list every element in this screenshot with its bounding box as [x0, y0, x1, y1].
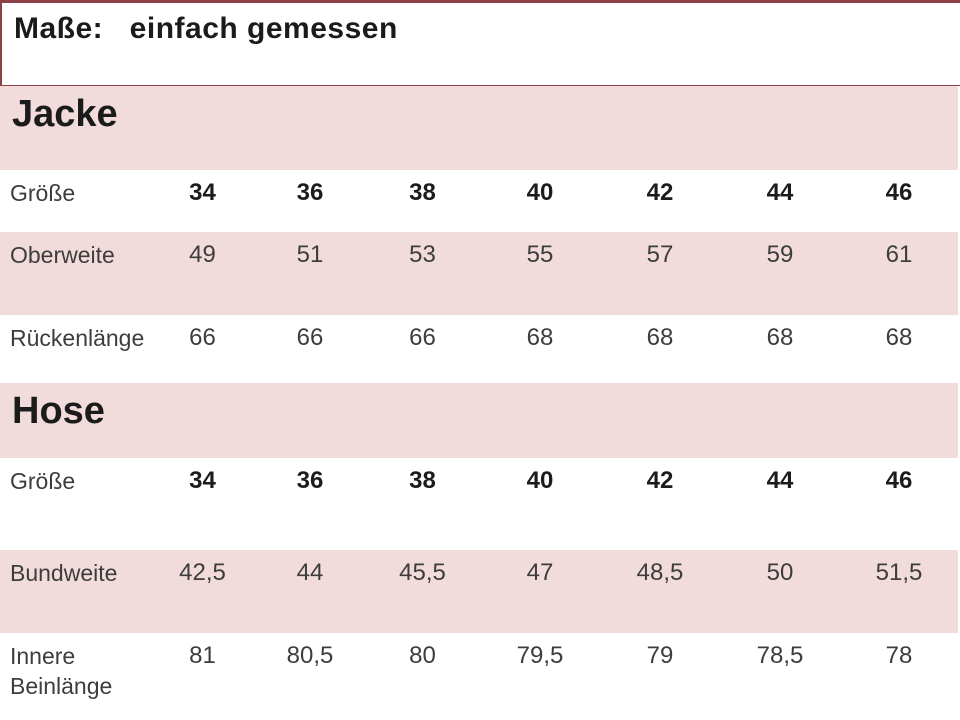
cell-value: 61 [885, 241, 913, 268]
cell-value: 68 [646, 324, 674, 351]
row-label-innere-beinlaenge: Innere Beinlänge [10, 643, 113, 699]
size-value: 44 [766, 179, 794, 206]
section-header-jacke: Jacke [0, 86, 958, 170]
size-value: 40 [526, 467, 554, 494]
cell-value: 80 [409, 642, 436, 669]
row-label-groesse: Größe [10, 468, 76, 494]
cell-value: 78 [885, 642, 913, 669]
row-oberweite: Oberweite 49 51 53 55 57 59 61 [0, 232, 958, 315]
cell-value: 68 [766, 324, 794, 351]
cell-value: 81 [189, 642, 216, 669]
section-title-hose: Hose [12, 390, 105, 432]
cell-value: 51 [296, 241, 324, 268]
cell-value: 47 [526, 559, 554, 586]
page-title: Maße: einfach gemessen [14, 12, 398, 45]
size-value: 36 [296, 179, 324, 206]
row-label-rueckenlaenge: Rückenlänge [10, 325, 145, 351]
cell-value: 48,5 [636, 559, 684, 586]
cell-value: 79,5 [516, 642, 564, 669]
cell-value: 59 [766, 241, 794, 268]
page-title-block: Maße: einfach gemessen [0, 0, 960, 86]
section-title-jacke: Jacke [12, 93, 118, 135]
cell-value: 42,5 [179, 559, 226, 586]
cell-value: 66 [189, 324, 216, 351]
size-value: 38 [409, 179, 436, 206]
jacke-size-row: Größe 34 36 38 40 42 44 46 [0, 170, 958, 232]
hose-table: Größe 34 36 38 40 42 44 46 Bundweite 42,… [0, 458, 958, 720]
cell-value: 79 [646, 642, 674, 669]
row-rueckenlaenge: Rückenlänge 66 66 66 68 68 68 68 [0, 315, 958, 383]
size-value: 36 [296, 467, 324, 494]
cell-value: 45,5 [399, 559, 446, 586]
size-value: 44 [766, 467, 794, 494]
cell-value: 57 [646, 241, 674, 268]
jacke-table: Größe 34 36 38 40 42 44 46 Oberweite 49 … [0, 170, 958, 383]
cell-value: 66 [296, 324, 324, 351]
cell-value: 50 [766, 559, 794, 586]
size-value: 34 [189, 179, 216, 206]
size-value: 42 [646, 467, 674, 494]
hose-size-row: Größe 34 36 38 40 42 44 46 [0, 458, 958, 550]
cell-value: 68 [526, 324, 554, 351]
row-bundweite: Bundweite 42,5 44 45,5 47 48,5 50 51,5 [0, 550, 958, 633]
section-header-hose: Hose [0, 383, 958, 458]
size-value: 34 [189, 467, 216, 494]
cell-value: 44 [296, 559, 324, 586]
size-value: 40 [526, 179, 554, 206]
cell-value: 51,5 [875, 559, 923, 586]
cell-value: 80,5 [286, 642, 334, 669]
cell-value: 68 [885, 324, 913, 351]
cell-value: 66 [409, 324, 436, 351]
row-innere-beinlaenge: Innere Beinlänge 81 80,5 80 79,5 79 78,5… [0, 633, 958, 720]
row-label-groesse: Größe [10, 180, 76, 206]
size-value: 38 [409, 467, 436, 494]
size-value: 46 [885, 467, 913, 494]
cell-value: 49 [189, 241, 216, 268]
row-label-bundweite: Bundweite [10, 560, 118, 586]
row-label-oberweite: Oberweite [10, 242, 115, 268]
size-value: 46 [885, 179, 913, 206]
size-value: 42 [646, 179, 674, 206]
cell-value: 78,5 [756, 642, 804, 669]
cell-value: 55 [526, 241, 554, 268]
cell-value: 53 [409, 241, 436, 268]
